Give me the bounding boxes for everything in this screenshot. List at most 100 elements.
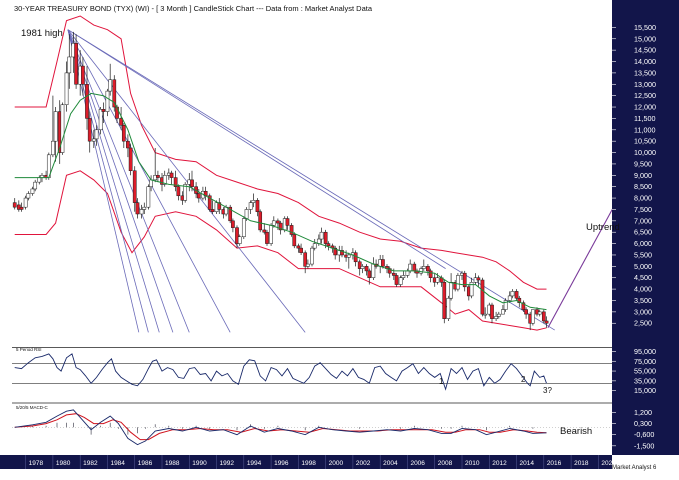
candle-84 (299, 243, 303, 255)
candle-71 (255, 198, 260, 217)
candle-76 (271, 216, 276, 228)
candle-64 (231, 218, 235, 233)
candle-2 (19, 202, 24, 212)
price-tick-label-14: 8,500 (634, 182, 652, 191)
watermark-label: Market Analyst 6 (612, 465, 657, 471)
candle-body-37 (139, 209, 144, 215)
candle-6 (33, 179, 38, 192)
candle-body-80 (285, 218, 290, 226)
candle-91 (323, 229, 328, 249)
x-tick-label-16: 2010 (465, 460, 480, 467)
candle-1 (16, 200, 21, 212)
price-tick-label-22: 4,500 (634, 273, 652, 282)
candle-54 (196, 188, 201, 203)
candle-146 (510, 289, 515, 299)
price-tick-label-4: 13,500 (634, 68, 656, 77)
candle-112 (394, 273, 399, 287)
candle-body-4 (26, 193, 31, 199)
price-tick-label-13: 9,000 (634, 171, 652, 180)
price-tick-label-25: 3,000 (634, 307, 652, 316)
candle-body-136 (476, 277, 481, 281)
candle-119 (419, 266, 423, 276)
candle-80 (285, 216, 290, 230)
candle-22 (87, 111, 92, 153)
candle-65 (235, 225, 239, 249)
x-tick-label-18: 2014 (520, 460, 535, 467)
candle-132 (462, 270, 467, 292)
fan-line-3 (67, 29, 231, 333)
candle-body-27 (105, 90, 110, 112)
macd-panel-label: 5/20/5 MACD-C (16, 405, 49, 410)
fan-line-1 (67, 29, 446, 269)
candle-body-146 (510, 291, 515, 297)
x-tick-label-11: 2000 (329, 460, 344, 467)
x-tick-label-9: 1996 (274, 460, 289, 467)
candle-120 (421, 259, 426, 271)
candle-58 (210, 200, 215, 214)
price-tick-label-16: 7,500 (634, 205, 652, 214)
candle-body-60 (217, 202, 222, 210)
candle-body-32 (121, 124, 126, 142)
candle-body-91 (323, 231, 328, 244)
candle-102 (360, 264, 365, 274)
x-tick-label-6: 1990 (192, 460, 207, 467)
candle-body-134 (469, 282, 474, 297)
candle-145 (507, 291, 512, 303)
candle-48 (176, 184, 181, 201)
price-tick-label-9: 11,000 (634, 125, 655, 134)
fan-line-2 (67, 29, 306, 333)
candle-body-75 (269, 225, 273, 244)
candle-83 (296, 243, 301, 253)
candle-103 (364, 264, 369, 276)
candle-body-119 (419, 268, 423, 274)
price-tick-label-3: 14,000 (634, 57, 656, 66)
annotation-bearish: Bearish (560, 426, 592, 437)
candle-body-5 (30, 188, 35, 194)
candle-90 (319, 227, 324, 244)
candle-body-145 (507, 295, 512, 301)
price-tick-label-18: 6,500 (634, 228, 652, 237)
x-tick-label-20: 2018 (574, 460, 589, 467)
candle-body-90 (319, 231, 324, 240)
candle-33 (126, 134, 130, 158)
candle-body-130 (456, 275, 460, 290)
candle-82 (292, 232, 297, 249)
candle-body-7 (37, 177, 42, 183)
candle-88 (312, 239, 317, 251)
candle-body-112 (394, 275, 399, 285)
candle-37 (139, 204, 144, 219)
candle-150 (524, 307, 528, 319)
candle-50 (183, 182, 188, 203)
candle-28 (108, 63, 113, 96)
annotation-1981-high: 1981 high (21, 28, 63, 39)
candle-body-110 (387, 268, 392, 274)
candle-27 (105, 88, 110, 117)
rsi-line (14, 353, 547, 391)
candle-body-84 (299, 247, 303, 253)
candle-0 (12, 198, 17, 210)
price-tick-label-20: 5,500 (634, 250, 652, 259)
candle-63 (228, 204, 233, 224)
candle-34 (128, 143, 133, 176)
candle-18 (74, 34, 78, 89)
grid-layer (12, 347, 612, 428)
candle-100 (353, 250, 358, 267)
candle-38 (142, 202, 147, 214)
candle-26 (101, 102, 106, 123)
candle-140 (490, 302, 494, 324)
candle-body-44 (162, 175, 167, 185)
candle-body-152 (531, 309, 535, 324)
fan-line-5 (67, 29, 174, 333)
candle-92 (326, 241, 331, 251)
candle-136 (476, 275, 481, 287)
candle-body-124 (435, 277, 440, 283)
candle-body-66 (237, 236, 242, 244)
candle-body-71 (255, 200, 260, 212)
bollinger-bands (14, 15, 547, 331)
candle-body-57 (207, 195, 212, 210)
candle-body-65 (235, 227, 239, 244)
x-tick-label-1: 1980 (56, 460, 71, 467)
candle-body-121 (426, 266, 430, 272)
candle-42 (156, 170, 160, 183)
candle-body-67 (241, 218, 246, 238)
